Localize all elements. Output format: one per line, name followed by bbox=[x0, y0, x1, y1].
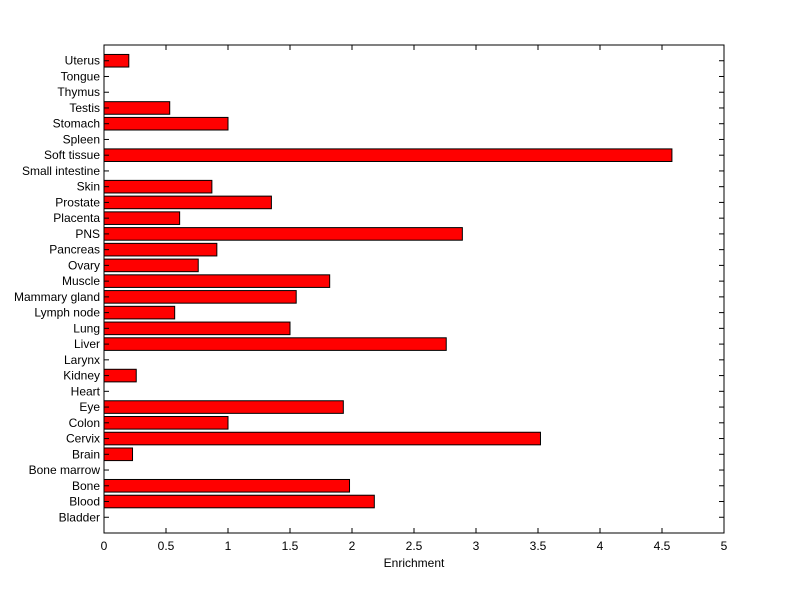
bar-testis bbox=[103, 101, 171, 115]
y-tick-label-pns: PNS bbox=[75, 227, 100, 241]
y-tick-label-uterus: Uterus bbox=[65, 54, 100, 68]
bar-liver bbox=[103, 337, 447, 351]
y-tick-label-bone-marrow: Bone marrow bbox=[29, 463, 101, 477]
x-tick-label: 1 bbox=[225, 539, 232, 553]
x-axis-label: Enrichment bbox=[384, 556, 445, 570]
y-tick-label-cervix: Cervix bbox=[66, 432, 100, 446]
plot-frame bbox=[103, 44, 725, 534]
bar-mammary-gland bbox=[103, 290, 297, 304]
y-tick-label-muscle: Muscle bbox=[62, 274, 100, 288]
x-tick-label: 2 bbox=[349, 539, 356, 553]
x-tick-label: 2.5 bbox=[406, 539, 423, 553]
bar-eye bbox=[103, 400, 344, 414]
y-tick-label-stomach: Stomach bbox=[53, 117, 100, 131]
y-tick-label-lymph-node: Lymph node bbox=[34, 306, 100, 320]
x-tick-label: 0.5 bbox=[158, 539, 175, 553]
x-tick-label: 4 bbox=[597, 539, 604, 553]
y-tick-label-eye: Eye bbox=[79, 400, 100, 414]
x-tick-label: 4.5 bbox=[654, 539, 671, 553]
y-tick-label-mammary-gland: Mammary gland bbox=[14, 290, 100, 304]
y-tick-label-prostate: Prostate bbox=[55, 195, 100, 209]
x-tick-label: 3.5 bbox=[530, 539, 547, 553]
y-tick-label-small-intestine: Small intestine bbox=[22, 164, 100, 178]
bar-cervix bbox=[103, 431, 541, 446]
bar-prostate bbox=[103, 195, 272, 210]
y-tick-label-ovary: Ovary bbox=[68, 258, 100, 272]
y-tick-label-colon: Colon bbox=[69, 416, 100, 430]
y-tick-label-lung: Lung bbox=[73, 321, 100, 335]
y-tick-label-soft-tissue: Soft tissue bbox=[44, 148, 100, 162]
x-tick-label: 1.5 bbox=[282, 539, 299, 553]
x-tick-label: 5 bbox=[721, 539, 728, 553]
bar-lymph-node bbox=[103, 305, 176, 320]
y-tick-label-spleen: Spleen bbox=[63, 132, 100, 146]
x-tick-labels: 0 0.5 1 1.5 2 2.5 3 3.5 4 4.5 5 bbox=[101, 539, 728, 553]
y-tick-label-kidney: Kidney bbox=[63, 369, 100, 383]
bar-placenta bbox=[103, 211, 181, 225]
y-tick-label-tongue: Tongue bbox=[61, 69, 101, 83]
bar-colon bbox=[103, 416, 229, 430]
bar-soft-tissue bbox=[103, 148, 673, 162]
y-tick-label-bone: Bone bbox=[72, 479, 100, 493]
y-tick-label-skin: Skin bbox=[77, 180, 100, 194]
bar-pns bbox=[103, 227, 463, 241]
y-tick-label-testis: Testis bbox=[69, 101, 100, 115]
y-tick-label-thymus: Thymus bbox=[57, 85, 100, 99]
ticks bbox=[103, 45, 725, 533]
y-tick-label-heart: Heart bbox=[71, 384, 101, 398]
bar-blood bbox=[103, 494, 375, 509]
x-tick-label: 3 bbox=[473, 539, 480, 553]
bar-muscle bbox=[103, 274, 331, 288]
bar-skin bbox=[103, 179, 213, 194]
y-tick-label-brain: Brain bbox=[72, 447, 100, 461]
y-tick-label-liver: Liver bbox=[74, 337, 100, 351]
bar-bone bbox=[103, 478, 351, 493]
x-tick-label: 0 bbox=[101, 539, 108, 553]
y-tick-label-placenta: Placenta bbox=[53, 211, 100, 225]
y-tick-label-blood: Blood bbox=[69, 495, 100, 509]
y-tick-label-larynx: Larynx bbox=[64, 353, 100, 367]
bar-ovary bbox=[103, 258, 199, 273]
bar-pancreas bbox=[103, 242, 218, 257]
bar-stomach bbox=[103, 116, 229, 131]
y-tick-label-pancreas: Pancreas bbox=[49, 243, 100, 257]
bar-lung bbox=[103, 321, 291, 336]
y-tick-label-bladder: Bladder bbox=[59, 510, 100, 524]
